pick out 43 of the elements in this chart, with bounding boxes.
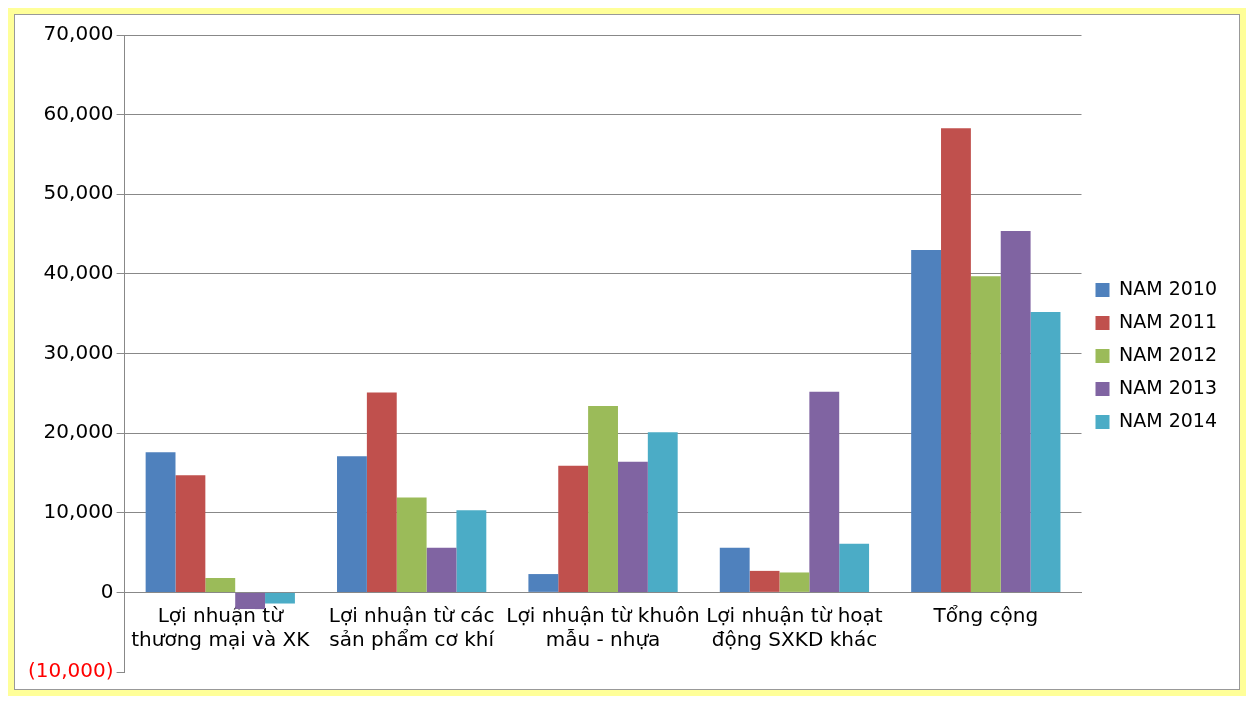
y-tick-label: 30,000 bbox=[43, 339, 114, 364]
bar bbox=[809, 391, 840, 592]
bar bbox=[426, 547, 457, 592]
bar bbox=[1030, 312, 1061, 592]
legend-label: NAM 2010 bbox=[1119, 276, 1217, 299]
bar bbox=[779, 572, 810, 592]
x-tick-label: Tổng cộng bbox=[932, 602, 1039, 627]
bar bbox=[337, 456, 367, 592]
y-tick-label: 40,000 bbox=[43, 260, 114, 285]
legend-label: NAM 2012 bbox=[1119, 342, 1217, 365]
x-tick-label: Lợi nhuận từ hoạt động SXKD khác bbox=[706, 602, 883, 651]
x-tick-label: Lợi nhuận từ thương mại và XK bbox=[131, 602, 311, 651]
bar bbox=[941, 128, 971, 592]
y-tick-label: 0 bbox=[100, 578, 114, 603]
bar bbox=[396, 497, 427, 592]
legend-label: NAM 2011 bbox=[1119, 309, 1217, 332]
bar bbox=[366, 392, 397, 592]
y-tick-label: (10,000) bbox=[27, 658, 114, 683]
bar bbox=[558, 465, 589, 592]
bar bbox=[265, 592, 295, 604]
bar bbox=[456, 510, 487, 592]
x-tick-label: Lợi nhuận từ các sản phẩm cơ khí bbox=[328, 602, 496, 651]
bar bbox=[719, 547, 750, 592]
bar bbox=[970, 276, 1001, 592]
x-tick-label: Lợi nhuận từ khuôn mẫu - nhựa bbox=[506, 602, 700, 651]
bar bbox=[205, 578, 236, 592]
bar bbox=[911, 249, 942, 592]
bar bbox=[588, 406, 618, 592]
y-tick-label: 70,000 bbox=[43, 21, 114, 46]
bar bbox=[528, 574, 559, 592]
bar bbox=[839, 543, 870, 592]
bar bbox=[145, 452, 176, 592]
y-tick-label: 50,000 bbox=[43, 180, 114, 205]
bar bbox=[749, 570, 780, 592]
bar bbox=[617, 461, 648, 592]
y-tick-label: 60,000 bbox=[43, 100, 114, 125]
bar bbox=[1000, 230, 1031, 592]
bar bbox=[647, 432, 678, 592]
bar bbox=[175, 475, 206, 592]
legend-label: NAM 2013 bbox=[1119, 375, 1217, 398]
y-tick-label: 20,000 bbox=[43, 419, 114, 444]
legend-label: NAM 2014 bbox=[1119, 408, 1217, 431]
y-tick-label: 10,000 bbox=[43, 498, 114, 523]
